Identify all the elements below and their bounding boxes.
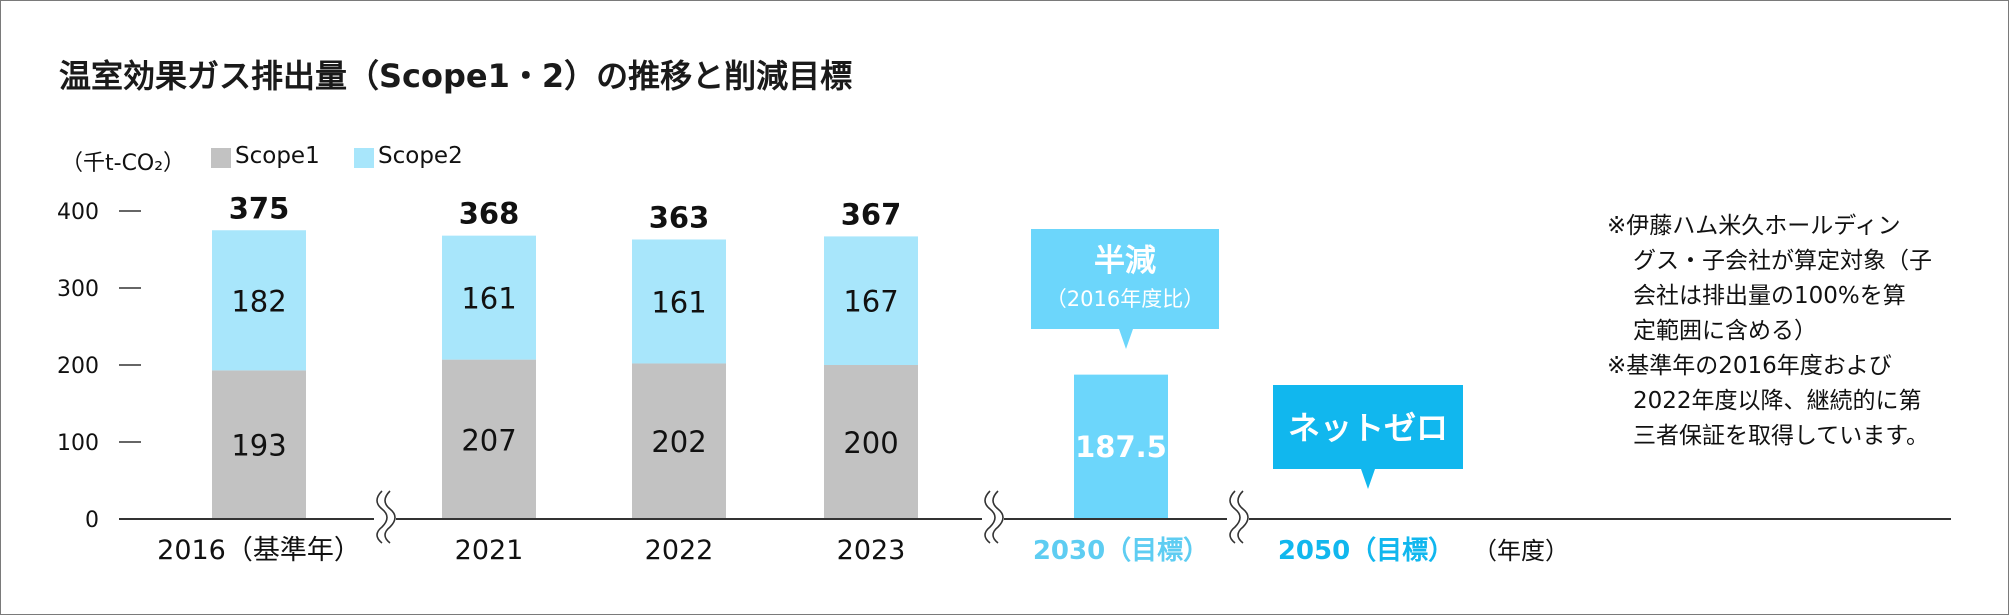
axis-break-gap [982,489,1004,541]
note-line: 会社は排出量の100%を算 [1633,283,1906,309]
axis-break-gap [374,489,396,541]
legend-swatch-scope2 [354,148,374,168]
y-tick-label: 400 [57,200,99,225]
axis-break-mark [992,490,1004,544]
legend-swatch-scope1 [211,148,231,168]
data-label-total: 363 [649,200,710,234]
callout-netzero-bubble [1273,385,1463,489]
y-tick-label: 100 [57,431,99,456]
y-tick-label: 200 [57,354,99,379]
bar-scope2 [212,230,306,371]
data-label-scope1: 207 [461,423,516,457]
legend-label-scope1: Scope1 [235,143,320,169]
data-label-scope2: 182 [231,284,286,318]
bar-scope1 [442,359,536,519]
bar-scope1 [824,365,918,519]
unit-label: （千t-CO₂） [61,151,186,176]
note-line: ※基準年の2016年度および [1607,353,1892,379]
callout-netzero-label: ネットゼロ [1288,409,1448,447]
footnotes: ※伊藤ハム米久ホールディン グス・子会社が算定対象（子 会社は排出量の100%を… [1607,209,1932,454]
year-unit-label: （年度） [1473,537,1569,565]
callout-halve-title: 半減 [1094,243,1156,279]
data-label-scope1: 202 [651,425,706,459]
note-line: 2022年度以降、継続的に第 [1633,388,1922,414]
bar-scope1 [632,363,726,519]
x-tick-label: 2023 [837,535,906,566]
x-tick-label: 2030（目標） [1033,536,1209,566]
axis-break-gap [1227,489,1249,541]
bar-scope1 [212,370,306,519]
note-line: グス・子会社が算定対象（子 [1633,248,1932,274]
axis-break-mark [1237,490,1249,544]
data-label-total: 367 [841,197,902,231]
data-label-total: 368 [459,197,520,231]
data-label-scope2: 161 [461,282,516,316]
bar-scope2 [824,236,918,365]
legend-label-scope2: Scope2 [378,143,463,169]
note-line: ※伊藤ハム米久ホールディン [1607,213,1901,239]
data-label-scope2: 167 [843,285,898,319]
bar-scope2 [632,239,726,364]
bar-scope2 [442,235,536,360]
data-label-target: 187.5 [1075,430,1167,464]
bar-target-2030 [1074,374,1168,519]
data-label-total: 375 [229,191,290,225]
data-label-scope1: 200 [843,426,898,460]
data-label-scope1: 193 [231,429,286,463]
callout-halve-subtitle: （2016年度比） [1046,287,1204,311]
y-tick-label: 0 [85,508,99,533]
axis-break-mark [384,490,396,544]
x-tick-label: 2050（目標） [1278,536,1454,566]
note-line: 定範囲に含める） [1633,318,1817,344]
data-label-scope2: 161 [651,285,706,319]
chart-title: 温室効果ガス排出量（Scope1・2）の推移と削減目標 [59,57,853,95]
x-tick-label: 2022 [645,535,714,566]
x-tick-label: 2016（基準年） [157,535,361,566]
axis-break-mark [1229,490,1241,544]
axis-break-mark [376,490,388,544]
note-line: 三者保証を取得しています。 [1633,423,1930,449]
callout-halve-bubble [1031,229,1219,349]
axis-break-mark [984,490,996,544]
y-tick-label: 300 [57,277,99,302]
x-tick-label: 2021 [455,535,524,566]
